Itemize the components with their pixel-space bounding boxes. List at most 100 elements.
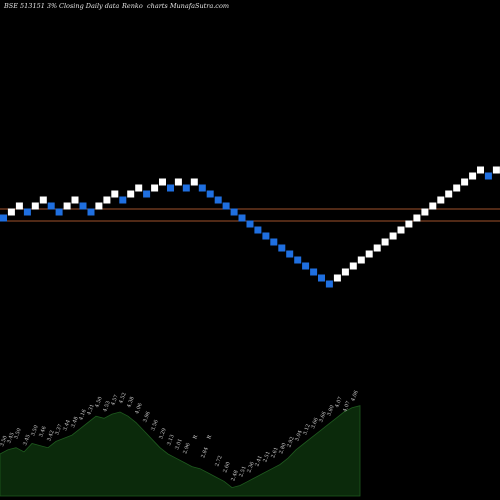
volume-value-label: 4.06 — [350, 390, 359, 403]
renko-brick-up — [381, 238, 389, 246]
volume-value-label: 4.53 — [102, 400, 111, 413]
renko-brick-up — [469, 172, 477, 180]
renko-brick-down — [182, 184, 190, 192]
renko-brick-up — [445, 190, 453, 198]
volume-value-label: 3.37 — [54, 423, 63, 436]
header-symbol: BSE 513151 3% — [3, 2, 57, 10]
volume-value-label: 2.61 — [270, 446, 279, 459]
volume-value-label: 3.13 — [166, 434, 175, 447]
renko-brick-up — [71, 196, 79, 204]
renko-brick-up — [63, 202, 71, 210]
volume-value-label: 2.84 — [200, 446, 209, 459]
renko-brick-down — [167, 184, 174, 192]
volume-value-label: 2.36 — [246, 461, 255, 474]
renko-brick-up — [341, 268, 349, 276]
volume-value-label: R — [206, 434, 213, 440]
volume-value-label: 2.41 — [254, 455, 263, 468]
volume-value-label: 3.45 — [22, 434, 31, 447]
renko-brick-down — [119, 196, 127, 204]
renko-brick-up — [15, 202, 23, 210]
renko-brick-up — [349, 262, 357, 270]
renko-brick-up — [95, 202, 103, 210]
renko-brick-down — [47, 202, 55, 210]
renko-brick-down — [79, 202, 87, 210]
volume-value-label: 2.72 — [214, 455, 223, 468]
renko-brick-up — [405, 220, 413, 228]
volume-value-label: 3.56 — [150, 419, 159, 432]
renko-brick-down — [230, 208, 238, 216]
volume-value-label: 2.80 — [278, 442, 287, 455]
volume-value-label: 3.45 — [6, 432, 15, 445]
renko-brick-down — [246, 220, 254, 228]
renko-brick-up — [39, 196, 47, 204]
renko-brick-up — [397, 226, 405, 234]
renko-bricks — [0, 166, 500, 288]
volume-value-label: 2.51 — [238, 465, 247, 478]
volume-value-label: 3.48 — [70, 416, 79, 429]
renko-brick-down — [286, 250, 294, 258]
volume-value-label: 2.48 — [230, 470, 239, 483]
volume-labels: 3.503.453.503.453.503.463.423.373.443.48… — [0, 390, 360, 482]
volume-value-label: 4.50 — [94, 396, 103, 409]
volume-value-label: 4.31 — [86, 403, 95, 416]
renko-brick-down — [310, 268, 318, 276]
volume-value-label: 4.38 — [126, 396, 135, 409]
volume-value-label: 3.29 — [158, 428, 167, 441]
volume-value-label: 3.66 — [318, 411, 327, 424]
volume-area — [0, 405, 361, 497]
renko-brick-down — [302, 262, 310, 270]
volume-value-label: 3.04 — [294, 430, 303, 443]
volume-value-label: 4.16 — [78, 409, 87, 422]
volume-value-label: 4.06 — [134, 402, 143, 415]
renko-brick-down — [0, 214, 7, 222]
renko-brick-up — [333, 274, 341, 282]
renko-brick-down — [278, 244, 286, 252]
renko-brick-down — [254, 226, 262, 234]
volume-value-label: 2.96 — [182, 442, 191, 455]
header-description: Closing Daily data — [59, 2, 119, 10]
renko-brick-down — [484, 172, 492, 180]
header-site: charts MunafaSutra.com — [147, 2, 229, 10]
renko-brick-down — [87, 208, 95, 216]
renko-brick-down — [222, 202, 230, 210]
volume-value-label: 3.46 — [38, 425, 47, 438]
volume-value-label: 3.50 — [30, 424, 39, 437]
renko-brick-up — [31, 202, 39, 210]
volume-value-label: 4.57 — [110, 394, 119, 407]
volume-value-label: 3.44 — [62, 419, 71, 432]
renko-brick-up — [492, 166, 500, 174]
volume-value-label: 3.96 — [142, 411, 151, 424]
renko-brick-down — [214, 196, 222, 204]
renko-brick-down — [198, 184, 206, 192]
renko-brick-down — [206, 190, 214, 198]
volume-value-label: 2.60 — [222, 461, 231, 474]
renko-brick-up — [190, 178, 198, 186]
renko-brick-up — [174, 178, 182, 186]
renko-brick-down — [55, 208, 63, 216]
renko-brick-down — [143, 190, 151, 198]
renko-brick-up — [365, 250, 373, 258]
renko-brick-up — [421, 208, 429, 216]
renko-brick-up — [103, 196, 111, 204]
renko-brick-up — [389, 232, 397, 240]
volume-value-label: 3.80 — [326, 404, 335, 417]
renko-brick-up — [477, 166, 484, 174]
renko-brick-up — [437, 196, 445, 204]
renko-brick-down — [262, 232, 270, 240]
volume-value-label: 3.42 — [46, 430, 55, 443]
renko-brick-up — [461, 178, 469, 186]
volume-value-label: 3.12 — [302, 423, 311, 436]
volume-value-label: 3.01 — [174, 438, 183, 451]
renko-brick-up — [127, 190, 135, 198]
volume-value-label: 3.50 — [0, 435, 9, 448]
volume-value-label: 4.07 — [342, 400, 351, 413]
renko-brick-up — [413, 214, 421, 222]
renko-brick-down — [238, 214, 246, 222]
volume-value-label: 2.92 — [286, 436, 295, 449]
renko-brick-up — [453, 184, 461, 192]
volume-value-label: 4.07 — [334, 396, 343, 409]
renko-brick-up — [7, 208, 15, 216]
renko-brick-down — [318, 274, 325, 282]
